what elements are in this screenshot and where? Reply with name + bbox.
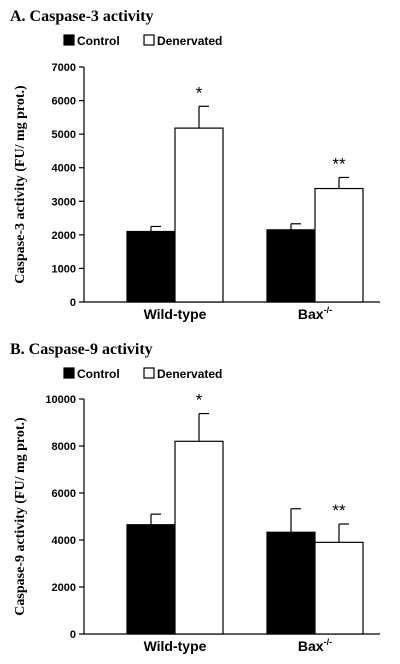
chart-title: A. Caspase-3 activity (10, 8, 154, 25)
y-tick-label: 6000 (52, 96, 76, 108)
bar-denervated-wild-type (174, 440, 224, 635)
chart-title: B. Caspase-9 activity (10, 341, 153, 358)
chart-panel-a: A. Caspase-3 activity Control Denervated Ca… (10, 8, 380, 322)
legend-swatch-denervated (143, 34, 155, 46)
x-category-label: Wild-type (144, 306, 207, 322)
x-category-label: Bax-/- (298, 305, 332, 322)
y-tick-label: 0 (70, 297, 76, 309)
x-category-text: Bax (298, 306, 324, 322)
x-category-label: Bax-/- (298, 637, 332, 654)
chart-panel-b: B. Caspase-9 activity Control Denervated Ca… (10, 341, 380, 654)
y-tick-label: 7000 (52, 62, 76, 74)
y-tick-label: 1000 (52, 263, 76, 275)
y-axis-label: Caspase-3 activity (FU/ mg prot.) (13, 85, 28, 284)
bar-denervated-bax (314, 541, 364, 635)
bar-control-bax (266, 229, 316, 303)
x-category-superscript: -/- (324, 305, 333, 315)
y-tick-label: 2000 (52, 230, 76, 242)
bar-control-wild-type (126, 230, 176, 303)
bar-control-wild-type (126, 524, 176, 635)
legend-swatch-denervated (143, 367, 155, 379)
x-category-text: Wild-type (144, 306, 207, 322)
x-category-superscript: -/- (324, 637, 333, 647)
y-axis-label: Caspase-9 activity (FU/ mg prot.) (13, 417, 28, 616)
legend-swatch-control (63, 367, 75, 379)
y-tick-label: 3000 (52, 196, 76, 208)
legend-label-control: Control (77, 34, 120, 48)
y-tick-label: 4000 (52, 163, 76, 175)
legend-label-denervated: Denervated (157, 367, 222, 381)
x-category-text: Wild-type (144, 638, 207, 654)
y-tick-label: 4000 (52, 535, 76, 547)
legend-label-denervated: Denervated (157, 34, 222, 48)
y-tick-label: 2000 (52, 582, 76, 594)
x-category-text: Bax (298, 638, 324, 654)
significance-marker: ** (332, 154, 346, 173)
y-tick-label: 0 (70, 629, 76, 641)
y-tick-label: 8000 (52, 441, 76, 453)
y-tick-label: 10000 (45, 394, 76, 406)
legend-swatch-control (63, 34, 75, 46)
x-category-label: Wild-type (144, 638, 207, 654)
significance-marker: * (196, 391, 203, 410)
significance-marker: ** (332, 501, 346, 520)
bar-control-bax (266, 531, 316, 635)
y-tick-label: 5000 (52, 129, 76, 141)
significance-marker: * (196, 83, 203, 102)
legend-label-control: Control (77, 367, 120, 381)
y-tick-label: 6000 (52, 488, 76, 500)
bar-denervated-bax (314, 187, 364, 303)
bar-denervated-wild-type (174, 127, 224, 303)
